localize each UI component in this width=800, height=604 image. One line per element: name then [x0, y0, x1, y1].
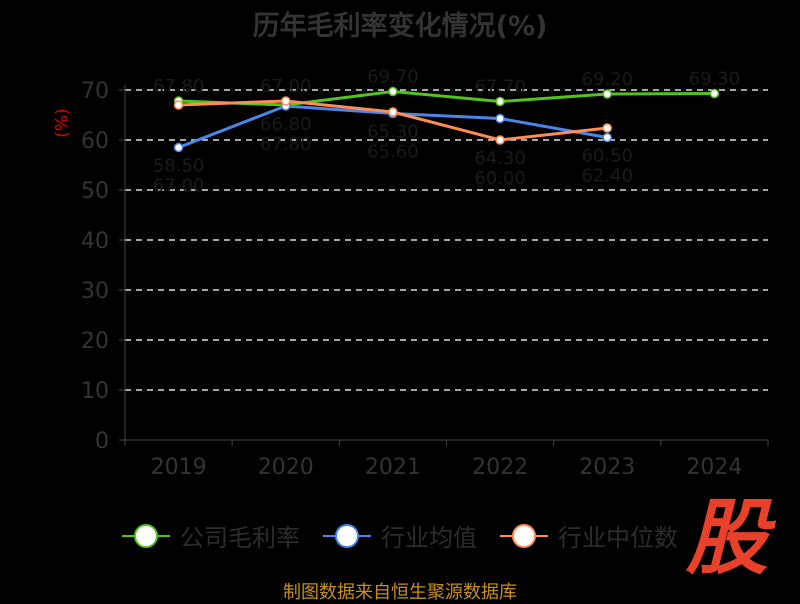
y-tick-label: 50	[81, 179, 109, 204]
data-point	[495, 113, 505, 124]
y-tick-label: 0	[95, 429, 109, 454]
data-label: 60.50	[581, 146, 633, 167]
x-tick-label: 2019	[151, 455, 207, 480]
y-tick-label: 70	[81, 79, 109, 104]
legend-marker-icon	[122, 523, 170, 548]
x-tick-label: 2020	[258, 455, 314, 480]
data-point	[709, 88, 720, 99]
chart-title: 历年毛利率变化情况(%)	[252, 11, 548, 42]
data-point	[173, 142, 184, 153]
brand-logo: 股	[686, 491, 768, 586]
data-point	[602, 89, 612, 99]
data-label: 69.30	[689, 69, 741, 90]
data-source: 制图数据来自恒生聚源数据库	[283, 582, 517, 603]
legend-label: 行业中位数	[558, 524, 678, 552]
data-point	[495, 96, 505, 107]
data-label: 69.70	[367, 67, 419, 88]
data-label: 69.20	[581, 69, 633, 90]
data-point	[388, 107, 398, 117]
x-tick-label: 2023	[579, 455, 635, 480]
data-label: 67.80	[260, 134, 312, 155]
data-label: 67.00	[153, 176, 205, 197]
data-label: 60.00	[474, 168, 526, 189]
legend-marker-icon	[500, 523, 548, 548]
legend-company-margin[interactable]: 公司毛利率	[120, 518, 300, 553]
legend-industry-median[interactable]: 行业中位数	[498, 518, 678, 553]
data-label: 66.80	[260, 114, 312, 135]
y-tick-label: 10	[81, 379, 109, 404]
data-label: 65.60	[367, 142, 419, 163]
y-tick-label: 30	[81, 279, 109, 304]
x-tick-label: 2021	[365, 455, 421, 480]
legend-marker-icon	[323, 523, 371, 548]
data-point	[388, 86, 398, 97]
x-tick-label: 2024	[686, 455, 742, 480]
legend-label: 行业均值	[381, 524, 477, 552]
data-point	[495, 135, 505, 145]
legend-industry-mean[interactable]: 行业均值	[321, 518, 477, 553]
data-point	[602, 132, 612, 143]
data-label: 67.70	[474, 77, 526, 98]
data-point	[602, 123, 612, 133]
legend-label: 公司毛利率	[180, 524, 300, 552]
y-tick-label: 60	[81, 129, 109, 154]
data-label: 65.30	[367, 122, 419, 143]
data-point	[173, 100, 184, 110]
data-label: 64.30	[474, 148, 526, 169]
data-point	[281, 96, 291, 106]
series-line	[178, 89, 715, 107]
data-label: 58.50	[153, 156, 205, 177]
y-tick-label: 40	[81, 229, 109, 254]
data-label: 62.40	[581, 166, 633, 187]
data-label: 67.00	[260, 76, 312, 97]
data-label: 67.80	[153, 76, 205, 97]
x-tick-label: 2022	[472, 455, 528, 480]
y-tick-label: 20	[81, 329, 109, 354]
